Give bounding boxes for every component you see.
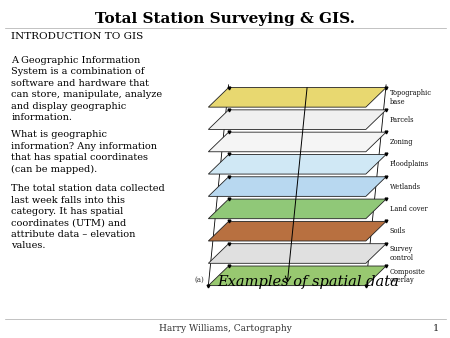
Text: Parcels: Parcels [390, 116, 414, 124]
Text: INTRODUCTION TO GIS: INTRODUCTION TO GIS [11, 32, 144, 41]
Text: Soils: Soils [390, 227, 406, 235]
Polygon shape [208, 154, 386, 174]
Text: Wetlands: Wetlands [390, 183, 421, 191]
Text: The total station data collected
last week falls into this
category. It has spat: The total station data collected last we… [11, 184, 165, 250]
Text: Zoning: Zoning [390, 138, 413, 146]
Text: Floodplains: Floodplains [390, 160, 429, 168]
Polygon shape [208, 177, 386, 196]
Text: What is geographic
information? Any information
that has spatial coordinates
(ca: What is geographic information? Any info… [11, 130, 157, 174]
Text: Examples of spatial data: Examples of spatial data [217, 275, 399, 289]
Text: Harry Williams, Cartography: Harry Williams, Cartography [158, 324, 292, 333]
Text: (a): (a) [194, 276, 204, 284]
Polygon shape [208, 266, 386, 286]
Text: Composite
overlay: Composite overlay [390, 267, 426, 284]
Text: 1: 1 [432, 324, 439, 333]
Text: Total Station Surveying & GIS.: Total Station Surveying & GIS. [95, 12, 355, 26]
Polygon shape [208, 221, 386, 241]
Polygon shape [208, 132, 386, 152]
Text: A Geographic Information
System is a combination of
software and hardware that
c: A Geographic Information System is a com… [11, 56, 162, 122]
Text: Survey
control: Survey control [390, 245, 414, 262]
Polygon shape [208, 199, 386, 219]
Polygon shape [208, 110, 386, 129]
Polygon shape [208, 88, 386, 107]
Text: Topographic
base: Topographic base [390, 89, 432, 106]
Polygon shape [208, 244, 386, 263]
Text: Land cover: Land cover [390, 205, 428, 213]
